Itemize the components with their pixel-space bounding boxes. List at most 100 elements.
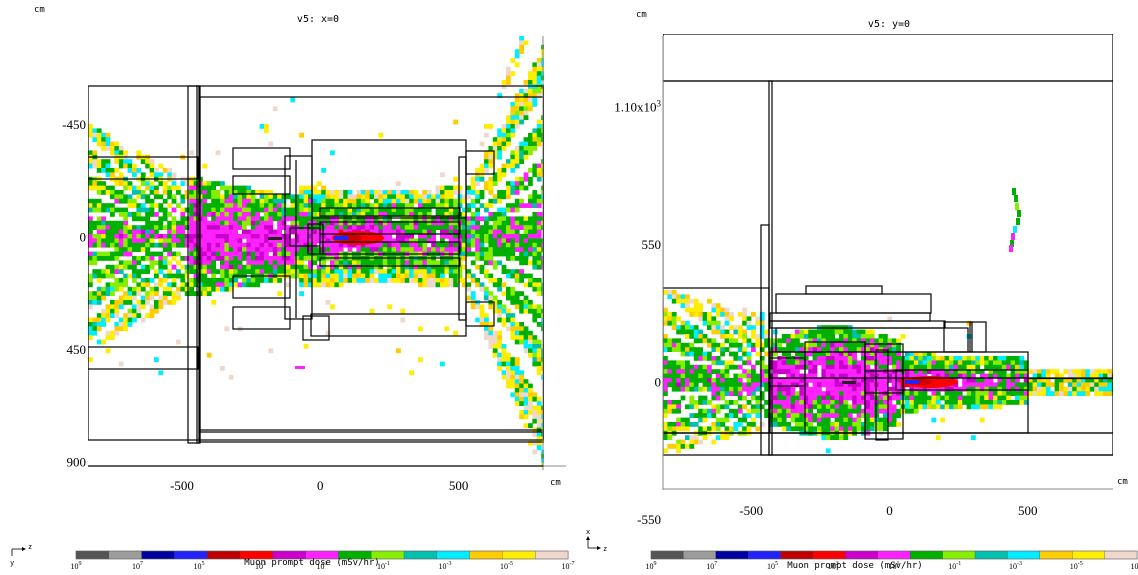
panel-x0-dose-cell [457, 269, 463, 274]
panel-x0-dose-cell [488, 242, 494, 248]
panel-x0-dose-cell [466, 216, 472, 222]
panel-y0-dose-cell [1094, 386, 1099, 392]
panel-y0-dose-cell [803, 417, 809, 423]
panel-y0-dose-cell [711, 439, 717, 445]
panel-x0-dose-cell [492, 335, 498, 340]
panel-x0-dose-cell [193, 212, 199, 217]
panel-x0-dose-cell [176, 273, 181, 279]
panel-x0-geometry-block [196, 85, 200, 444]
panel-x0-dose-cell [369, 225, 375, 230]
panel-y0-dose-cell [1045, 373, 1051, 379]
panel-x0-dose-cell [330, 229, 335, 235]
panel-y0-dose-cell [812, 369, 818, 374]
panel-x0-dose-cell [246, 256, 252, 261]
panel-y0-dose-cell [1028, 386, 1033, 392]
panel-x0-dose-cell [233, 216, 238, 222]
panel-y0-dose-cell [896, 356, 901, 361]
panel-y0-dose-cell [790, 334, 796, 339]
panel-y0-dose-cell [856, 369, 862, 374]
panel-y0-dose-cell [790, 378, 796, 383]
panel-x0-dose-cell [189, 242, 194, 248]
panel-x0-dose-cell [466, 203, 472, 208]
panel-x0-dose-cell [497, 308, 502, 314]
panel-y0-dose-cell [795, 400, 800, 405]
panel-x0-dose-cell [501, 308, 507, 314]
panel-x0-dose-cell [158, 238, 164, 244]
panel-x0-dose-cell [488, 247, 494, 252]
panel-x0-dose-cell [365, 203, 370, 208]
panel-y0-dose-cell [1103, 378, 1108, 383]
panel-y0-dose-cell [984, 360, 989, 366]
panel-y0-dose-cell [878, 422, 884, 427]
panel-x0-dose-cell [123, 242, 128, 248]
panel-x0-dose-cell [536, 66, 542, 72]
panel-x0-dose-cell [400, 247, 406, 252]
panel-y0-dose-cell [988, 400, 994, 405]
panel-x0-dose-cell [162, 168, 168, 173]
panel-x0-dose-cell [308, 212, 313, 217]
panel-x0-colorbar-tick-label: 10-1 [377, 561, 390, 571]
panel-x0-dose-cell [523, 115, 529, 120]
panel-x0-dose-cell [497, 304, 502, 310]
panel-x0-dose-cell [532, 198, 538, 204]
panel-x0-dose-cell [519, 234, 524, 239]
panel-x0-dose-cell [250, 216, 256, 222]
panel-y0-dose-cell [1010, 360, 1016, 366]
panel-y0-dose-cell [949, 404, 954, 410]
panel-x0-dose-cell [519, 102, 524, 107]
panel-x0-dose-cell [206, 251, 212, 257]
panel-x0-dose-cell [519, 242, 524, 248]
panel-x0-dose-cell [338, 264, 344, 270]
panel-x0-geometry-block [307, 223, 324, 255]
panel-x0-dose-cell [365, 194, 370, 200]
panel-x0-dose-cell [532, 146, 538, 151]
panel-x0-dose-cell [514, 361, 520, 367]
panel-x0-dose-cell [242, 203, 247, 208]
panel-x0-dose-cell [532, 97, 538, 103]
panel-x0-dose-cell [176, 260, 181, 266]
panel-x0-dose-cell [536, 216, 542, 222]
panel-y0-dose-cell [922, 404, 928, 410]
panel-x0-dose-cell [532, 247, 538, 252]
panel-y0-dose-cell [729, 378, 734, 383]
panel-x0-dose-cell [255, 229, 260, 235]
panel-x0-dose-cell [528, 168, 533, 173]
panel-y0-dose-cell [742, 404, 747, 410]
panel-x0-dose-cell [356, 278, 362, 283]
panel-x0-dose-cell [475, 207, 480, 213]
panel-y0-dose-cell [1032, 378, 1038, 383]
panel-y0-dose-cell [913, 356, 919, 361]
panel-x0-dose-cell [497, 234, 502, 239]
panel-x0-dose-cell [101, 163, 106, 169]
panel-y0-colorbar-tick-label: 107 [706, 561, 717, 571]
panel-x0-dose-cell [396, 220, 401, 226]
panel-x0-dose-cell [140, 172, 146, 178]
panel-x0-dose-cell [484, 207, 489, 213]
panel-x0-dose-cell [536, 176, 542, 182]
panel-y0-dose-cell [839, 422, 844, 427]
panel-x0-dose-cell [497, 172, 502, 178]
panel-x0-dose-cell [492, 229, 498, 235]
panel-y0-dose-cell [795, 413, 800, 418]
panel-y0-dose-cell [856, 422, 862, 427]
panel-y0-dose-cell [685, 320, 690, 326]
panel-x0-dose-cell [299, 282, 304, 288]
panel-y0-dose-cell [997, 386, 1003, 392]
panel-x0-dose-cell [118, 207, 124, 213]
panel-x0-dose-cell [193, 251, 199, 257]
panel-y0-dose-cell [759, 422, 765, 427]
panel-y0-dose-cell [909, 386, 915, 392]
panel-x0-dose-cell [523, 141, 529, 147]
panel-x0-dose-cell [171, 220, 177, 226]
panel-y0-dose-cell [715, 391, 721, 396]
panel-y0-dose-cell [689, 373, 695, 379]
panel-y0-dose-cell [790, 338, 796, 344]
panel-x0-dose-cell [492, 198, 498, 204]
panel-y0-dose-cell [1006, 395, 1011, 401]
panel-x0-dose-cell [92, 128, 98, 134]
panel-y0-dose-cell [1023, 373, 1029, 379]
panel-x0-dose-cell [514, 401, 520, 406]
panel-y0-colorbar-tick-label: 10-1 [948, 561, 961, 571]
panel-x0-dose-cell [523, 335, 529, 340]
